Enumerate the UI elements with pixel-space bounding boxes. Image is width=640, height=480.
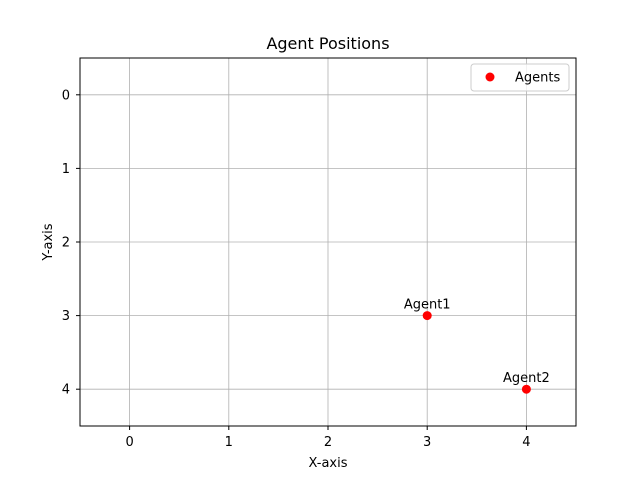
points-layer: Agent1 Agent2	[404, 298, 550, 394]
y-tick-label: 2	[62, 236, 70, 251]
y-tick-label: 1	[62, 162, 70, 177]
y-axis-label: Y-axis	[41, 223, 56, 261]
chart-title: Agent Positions	[266, 34, 389, 53]
x-tick-label: 0	[125, 435, 133, 450]
y-tick-label: 0	[62, 88, 70, 103]
grid-layer	[80, 58, 576, 426]
legend-marker	[485, 72, 495, 82]
agent-point-label: Agent2	[503, 371, 550, 386]
legend-box	[470, 63, 570, 92]
agent-point	[521, 384, 531, 394]
agent-point-label: Agent1	[404, 298, 451, 313]
x-tick-label: 3	[423, 435, 431, 450]
x-axis-label: X-axis	[309, 456, 348, 471]
x-tick-label: 4	[522, 435, 530, 450]
x-tick-label: 1	[225, 435, 233, 450]
legend-label: Agents	[515, 71, 560, 86]
ticks-layer: 0 1 2 3 4 0 1 2 3 4	[62, 88, 531, 450]
legend: Agents	[470, 63, 570, 92]
agent-point	[422, 311, 432, 321]
x-tick-label: 2	[324, 435, 332, 450]
y-tick-label: 4	[62, 383, 70, 398]
y-tick-label: 3	[62, 309, 70, 324]
